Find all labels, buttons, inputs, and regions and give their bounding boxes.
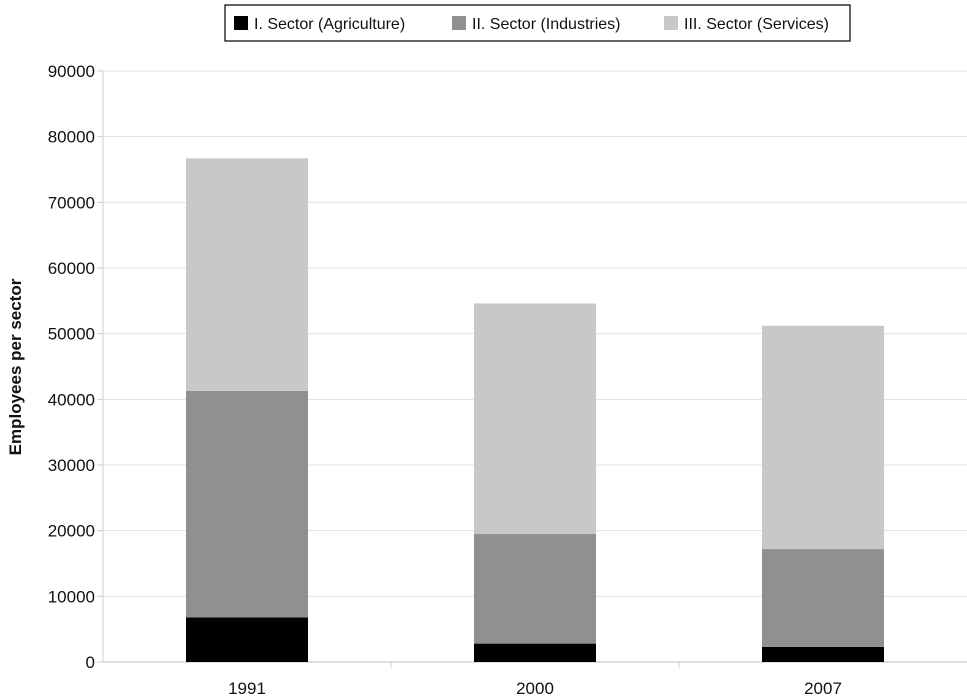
bar-segment-2007-2 <box>762 549 884 647</box>
bars <box>186 158 884 662</box>
legend-box <box>224 4 851 42</box>
bar-segment-2007-3 <box>762 325 884 550</box>
y-tick-label: 60000 <box>48 259 95 278</box>
y-tick-label: 10000 <box>48 587 95 606</box>
y-tick-label: 20000 <box>48 522 95 541</box>
legend: I. Sector (Agriculture) II. Sector (Indu… <box>224 4 851 42</box>
legend-swatch-industries <box>452 16 466 30</box>
legend-label-services: III. Sector (Services) <box>684 16 829 33</box>
x-tick-label: 2007 <box>804 679 842 698</box>
y-tick-label: 40000 <box>48 390 95 409</box>
bar-segment-2000-1 <box>474 643 596 662</box>
legend-swatch-agriculture <box>234 16 248 30</box>
bar-segment-1991-2 <box>186 390 308 618</box>
y-tick-label: 70000 <box>48 193 95 212</box>
legend-swatch-services <box>664 16 678 30</box>
legend-item-services: III. Sector (Services) <box>664 16 829 33</box>
legend-item-agriculture: I. Sector (Agriculture) <box>234 16 405 33</box>
legend-item-industries: II. Sector (Industries) <box>452 16 621 33</box>
x-tick-label: 1991 <box>228 679 266 698</box>
legend-label-industries: II. Sector (Industries) <box>472 16 621 33</box>
y-tick-label: 50000 <box>48 325 95 344</box>
y-tick-label: 80000 <box>48 128 95 147</box>
y-tick-label: 30000 <box>48 456 95 475</box>
y-axis-title: Employees per sector <box>6 278 25 455</box>
bar-segment-1991-1 <box>186 617 308 662</box>
bar-segment-2000-2 <box>474 533 596 644</box>
y-tick-label: 90000 <box>48 62 95 81</box>
x-axis-ticks: 1991 2000 2007 <box>228 662 842 698</box>
bar-segment-2007-1 <box>762 646 884 662</box>
y-tick-label: 0 <box>86 653 95 672</box>
x-tick-label: 2000 <box>516 679 554 698</box>
bar-segment-2000-3 <box>474 303 596 534</box>
bar-segment-1991-3 <box>186 158 308 391</box>
legend-label-agriculture: I. Sector (Agriculture) <box>254 16 405 33</box>
y-axis-ticks: 0 10000 20000 30000 40000 50000 60000 70000 8000… <box>48 62 967 672</box>
